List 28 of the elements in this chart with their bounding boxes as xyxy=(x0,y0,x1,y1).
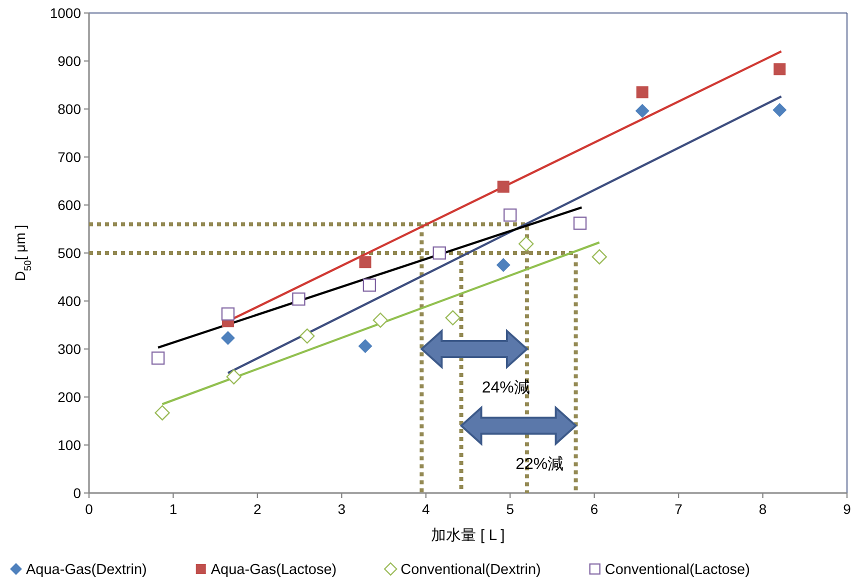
y-tick-label: 100 xyxy=(58,437,82,453)
x-tick-label: 4 xyxy=(422,501,430,517)
y-tick-label: 900 xyxy=(58,53,82,69)
y-tick-label: 600 xyxy=(58,197,82,213)
legend-label: Conventional(Dextrin) xyxy=(400,562,541,578)
x-tick-label: 2 xyxy=(254,501,262,517)
y-tick-label: 500 xyxy=(58,245,82,261)
x-tick-label: 7 xyxy=(674,501,683,517)
annotation: 24%減 xyxy=(482,378,530,396)
x-tick-label: 1 xyxy=(169,501,178,517)
y-tick-label: 400 xyxy=(58,293,82,309)
y-tick-label: 800 xyxy=(58,101,82,117)
x-tick-label: 6 xyxy=(590,501,598,517)
y-tick-label: 300 xyxy=(58,341,82,357)
y-tick-label: 0 xyxy=(73,485,82,501)
legend-label: Conventional(Lactose) xyxy=(604,562,750,578)
x-tick-label: 0 xyxy=(85,501,94,517)
x-tick-label: 8 xyxy=(758,501,767,517)
legend-label: Aqua-Gas(Dextrin) xyxy=(26,562,147,578)
x-tick-label: 5 xyxy=(506,501,514,517)
x-tick-label: 9 xyxy=(843,501,852,517)
y-tick-label: 200 xyxy=(58,389,82,405)
y-tick-label: 1000 xyxy=(50,5,82,21)
legend-label: Aqua-Gas(Lactose) xyxy=(210,562,337,578)
y-tick-label: 700 xyxy=(58,149,82,165)
x-axis-title: 加水量 [ L ] xyxy=(431,527,505,544)
x-tick-label: 3 xyxy=(338,501,346,517)
annotation: 22%減 xyxy=(516,455,564,474)
